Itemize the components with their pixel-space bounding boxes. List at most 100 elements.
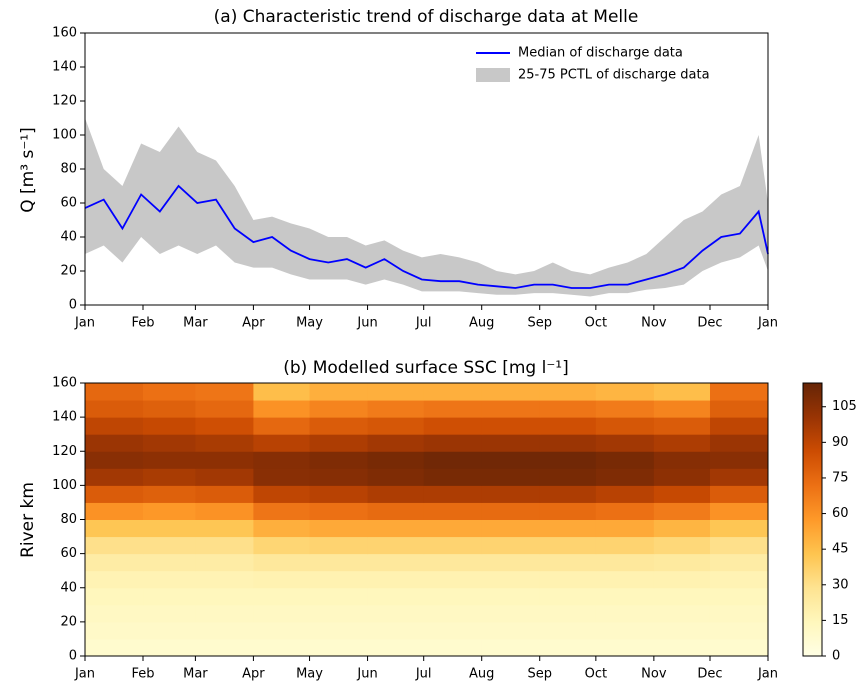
heat-cell bbox=[539, 553, 597, 572]
y-tick-label: 0 bbox=[69, 649, 77, 664]
heat-cell bbox=[653, 451, 711, 469]
x-tick-label: Aug bbox=[469, 667, 494, 682]
heat-cell bbox=[309, 519, 369, 538]
heat-cell bbox=[143, 383, 196, 401]
heat-cell bbox=[653, 570, 711, 589]
heat-cell bbox=[709, 400, 769, 418]
heat-cell bbox=[539, 570, 597, 589]
heat-cell bbox=[423, 502, 483, 520]
colorbar-tick-label: 90 bbox=[832, 435, 849, 450]
heat-cell bbox=[143, 468, 196, 486]
heat-cell bbox=[367, 536, 425, 555]
heat-cell bbox=[653, 553, 711, 572]
heat-cell bbox=[85, 502, 144, 520]
heat-cell bbox=[481, 383, 541, 401]
heat-cell bbox=[367, 383, 425, 401]
heat-cell bbox=[253, 485, 311, 503]
heat-cell bbox=[309, 536, 369, 555]
legend-swatch bbox=[476, 68, 510, 82]
heat-cell bbox=[481, 485, 541, 503]
heat-cell bbox=[195, 417, 254, 435]
heat-cell bbox=[195, 519, 254, 538]
chart-title: (a) Characteristic trend of discharge da… bbox=[214, 7, 639, 27]
heat-cell bbox=[367, 468, 425, 486]
heat-cell bbox=[309, 485, 369, 503]
heat-cell bbox=[309, 638, 369, 657]
heat-cell bbox=[423, 638, 483, 657]
heat-cell bbox=[253, 553, 311, 572]
heat-cell bbox=[143, 570, 196, 589]
colorbar-tick-label: 0 bbox=[832, 649, 840, 664]
colorbar-tick-label: 30 bbox=[832, 577, 849, 592]
heat-cell bbox=[423, 451, 483, 469]
chart-title: (b) Modelled surface SSC [mg l⁻¹] bbox=[283, 358, 569, 378]
heat-cell bbox=[195, 485, 254, 503]
x-tick-label: Feb bbox=[131, 316, 154, 331]
heat-cell bbox=[253, 621, 311, 640]
heat-cell bbox=[595, 638, 655, 657]
heat-cell bbox=[595, 451, 655, 469]
colorbar-tick-label: 45 bbox=[832, 542, 849, 557]
x-tick-label: Jun bbox=[356, 667, 377, 682]
heat-cell bbox=[309, 570, 369, 589]
heat-cell bbox=[539, 485, 597, 503]
heat-cell bbox=[423, 468, 483, 486]
heat-cell bbox=[367, 451, 425, 469]
heat-cell bbox=[653, 587, 711, 606]
heat-cell bbox=[85, 400, 144, 418]
heat-cell bbox=[195, 400, 254, 418]
heat-cell bbox=[309, 417, 369, 435]
heat-cell bbox=[539, 400, 597, 418]
x-tick-label: Oct bbox=[585, 316, 607, 331]
plot-frame bbox=[84, 382, 769, 657]
x-tick-label: Jul bbox=[415, 667, 432, 682]
heat-cell bbox=[85, 485, 144, 503]
y-tick-label: 20 bbox=[60, 614, 77, 629]
heat-cell bbox=[143, 434, 196, 452]
legend-label: Median of discharge data bbox=[518, 46, 683, 61]
heat-cell bbox=[253, 604, 311, 623]
heat-cell bbox=[423, 383, 483, 401]
heat-cell bbox=[595, 621, 655, 640]
heat-cell bbox=[195, 451, 254, 469]
heat-cell bbox=[195, 621, 254, 640]
heat-cell bbox=[539, 587, 597, 606]
heat-cell bbox=[253, 519, 311, 538]
heat-cell bbox=[195, 434, 254, 452]
x-tick-label: May bbox=[296, 667, 323, 682]
band bbox=[85, 118, 768, 297]
y-tick-label: 140 bbox=[52, 410, 77, 425]
heat-cell bbox=[253, 502, 311, 520]
x-tick-label: Oct bbox=[585, 667, 607, 682]
heat-cell bbox=[143, 587, 196, 606]
heat-cell bbox=[423, 570, 483, 589]
heat-cell bbox=[423, 417, 483, 435]
heat-cell bbox=[143, 536, 196, 555]
legend-label: 25-75 PCTL of discharge data bbox=[518, 68, 710, 83]
heat-cell bbox=[481, 519, 541, 538]
heat-cell bbox=[709, 468, 769, 486]
heat-cell bbox=[423, 434, 483, 452]
heat-cell bbox=[195, 638, 254, 657]
x-tick-label: Jan bbox=[757, 667, 778, 682]
heat-cell bbox=[367, 502, 425, 520]
heat-cell bbox=[653, 536, 711, 555]
heat-cell bbox=[539, 536, 597, 555]
heat-cell bbox=[595, 485, 655, 503]
heat-cell bbox=[653, 604, 711, 623]
heat-cell bbox=[709, 604, 769, 623]
heat-cell bbox=[85, 536, 144, 555]
heat-cell bbox=[143, 604, 196, 623]
heat-cell bbox=[423, 485, 483, 503]
heat-cell bbox=[85, 383, 144, 401]
heat-cell bbox=[253, 451, 311, 469]
heat-cell bbox=[195, 604, 254, 623]
y-tick-label: 100 bbox=[52, 128, 77, 143]
heat-cell bbox=[595, 604, 655, 623]
heat-cell bbox=[709, 519, 769, 538]
heat-cell bbox=[595, 468, 655, 486]
heat-cell bbox=[595, 587, 655, 606]
y-tick-label: 20 bbox=[60, 264, 77, 279]
x-tick-label: Jun bbox=[356, 316, 377, 331]
